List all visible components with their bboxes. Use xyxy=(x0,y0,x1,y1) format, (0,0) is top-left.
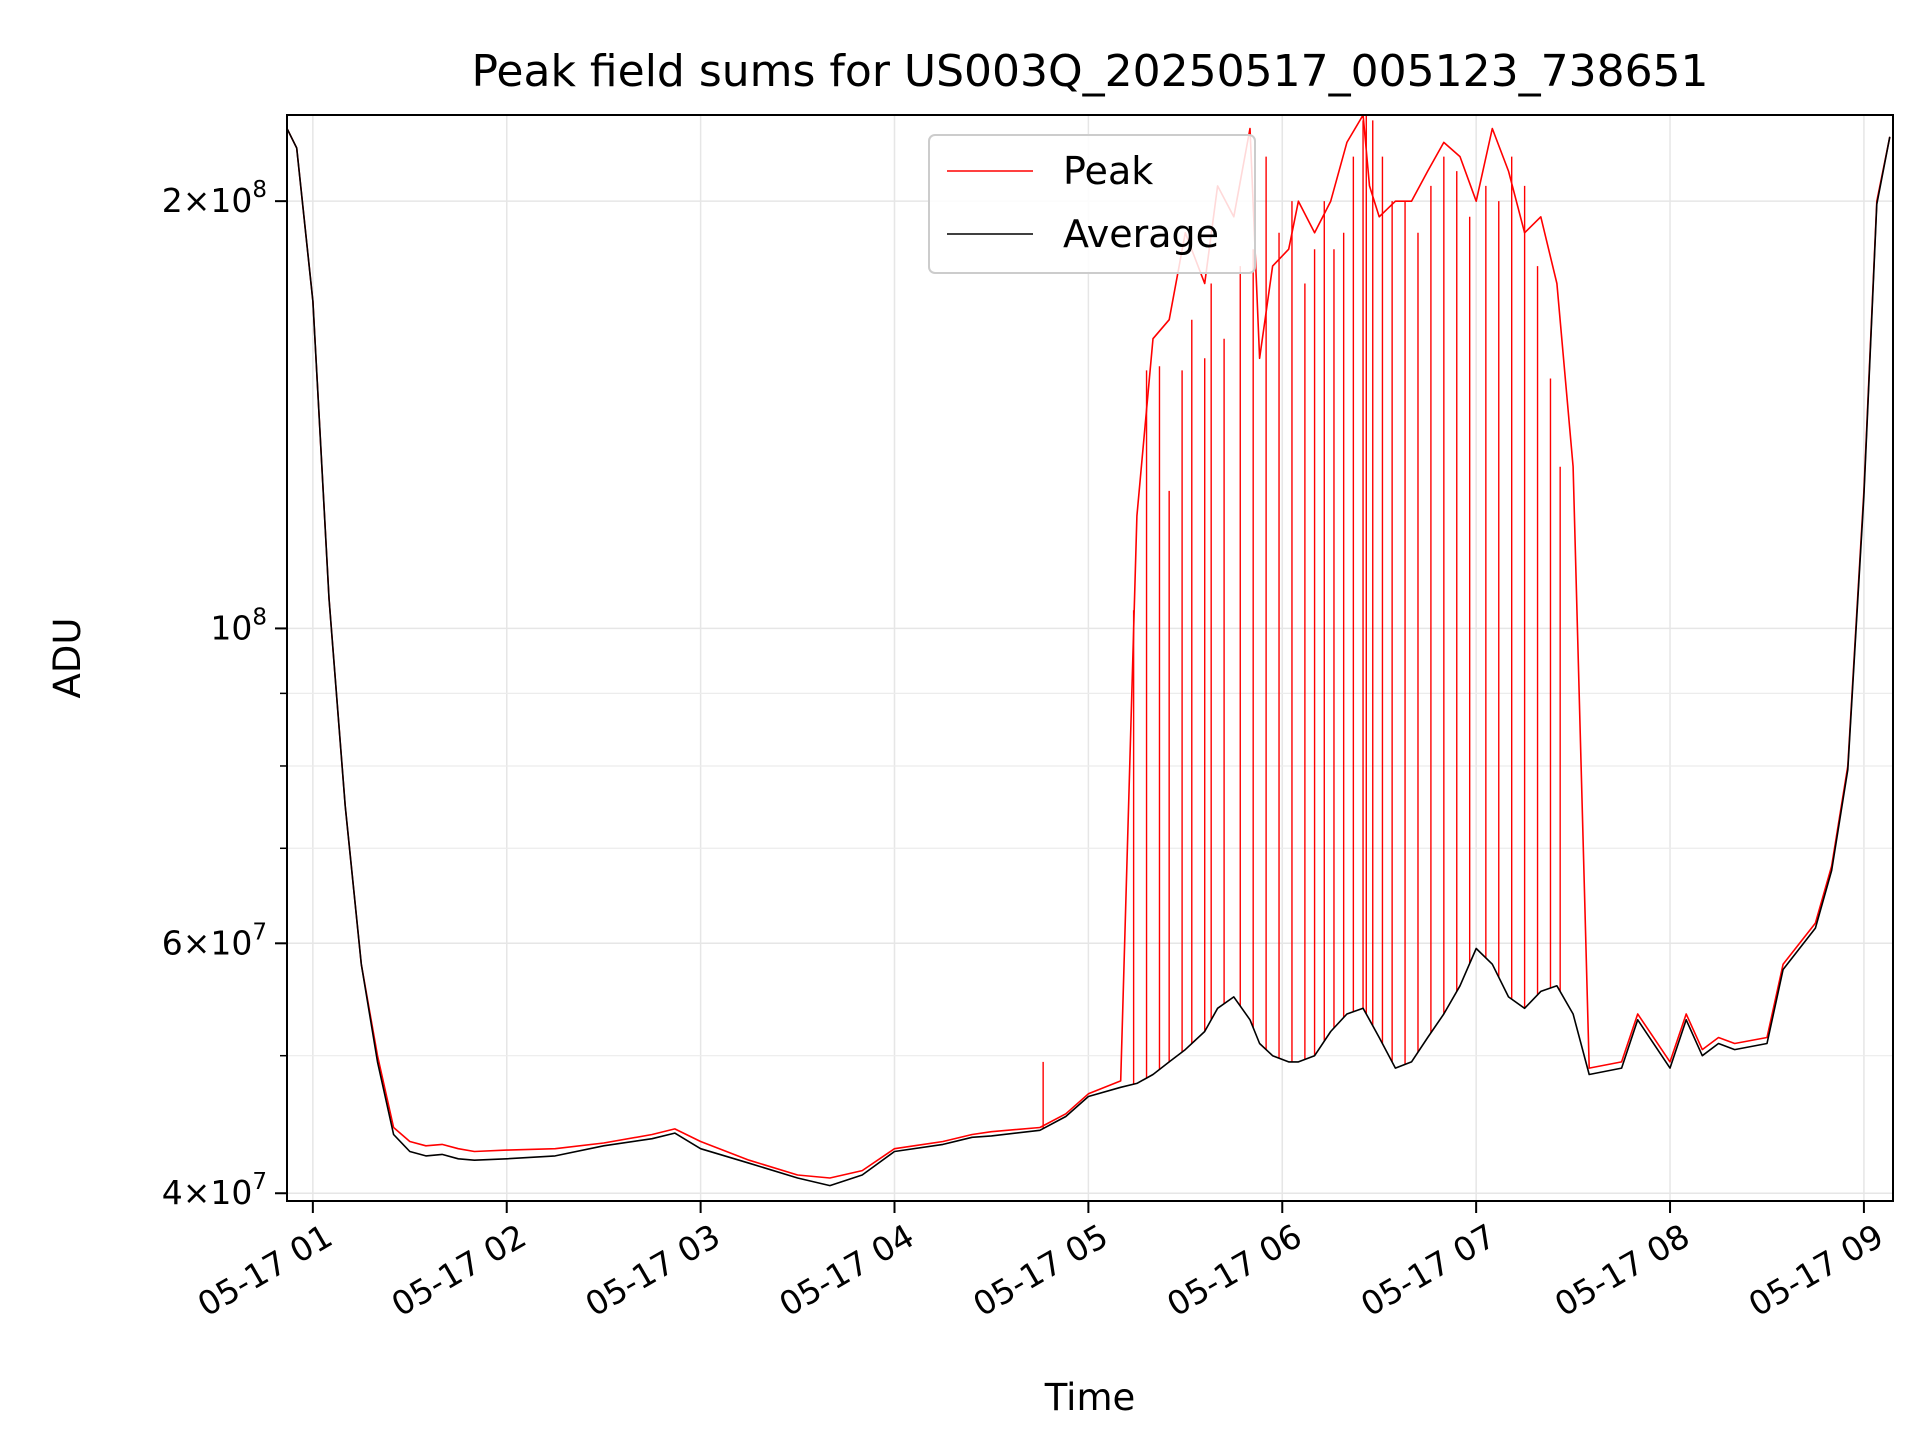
x-axis-label: Time xyxy=(1044,1376,1136,1419)
legend: Peak Average xyxy=(928,134,1256,274)
y-tick-label: 4×107 xyxy=(162,1169,267,1212)
chart-title: Peak field sums for US003Q_20250517_0051… xyxy=(471,46,1708,97)
series-layer xyxy=(287,115,1891,1187)
legend-label-peak: Peak xyxy=(1063,149,1153,193)
y-axis-label: ADU xyxy=(46,618,89,699)
legend-label-average: Average xyxy=(1063,212,1219,256)
plot-frame xyxy=(286,114,1894,1202)
y-tick-label: 2×108 xyxy=(162,177,267,220)
grid-layer xyxy=(287,115,1893,1201)
series-line-peak xyxy=(287,115,1891,1179)
series-line-average xyxy=(287,128,1891,1187)
y-tick-label: 6×107 xyxy=(162,919,267,962)
legend-box xyxy=(928,134,1256,274)
y-tick-label: 108 xyxy=(210,604,267,647)
